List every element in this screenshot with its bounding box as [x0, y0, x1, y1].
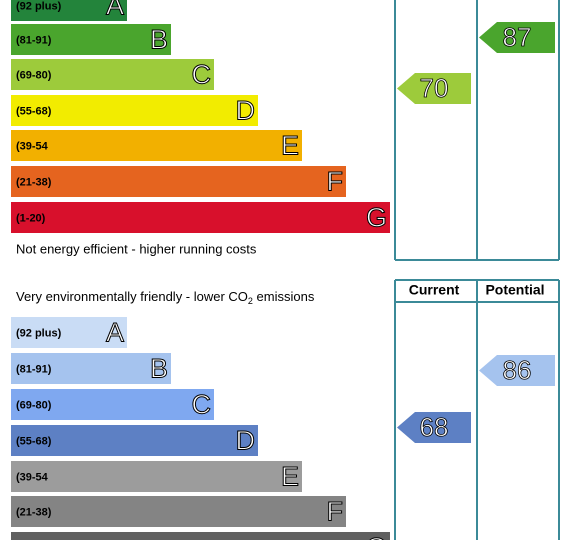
environment-frame — [394, 279, 560, 540]
band-letter: G — [366, 533, 387, 540]
current-score: 70 — [420, 73, 449, 103]
current-arrow — [397, 412, 471, 443]
rating-band — [11, 202, 390, 233]
rating-band — [11, 496, 346, 527]
band-letter: C — [192, 390, 212, 420]
band-range: (55-68) — [16, 105, 52, 117]
band-letter: E — [281, 462, 299, 492]
energy-frame — [394, 0, 560, 261]
rating-band — [11, 425, 258, 456]
band-letter: B — [150, 354, 168, 384]
band-letter: A — [106, 0, 124, 21]
band-range: (1-20) — [16, 212, 46, 224]
header-sub: 2 — [248, 296, 253, 306]
band-letter: A — [106, 318, 124, 348]
header-part: emissions — [253, 289, 315, 304]
band-range: (92 plus) — [16, 0, 62, 12]
rating-band — [11, 24, 171, 55]
band-range: (39-54 — [16, 140, 49, 152]
current-score: 68 — [420, 412, 449, 442]
rating-band — [11, 353, 171, 384]
band-letter: F — [327, 167, 344, 197]
band-letter: B — [150, 25, 168, 55]
rating-band — [11, 59, 214, 90]
rating-band — [11, 461, 302, 492]
band-range: (69-80) — [16, 399, 52, 411]
band-range: (92 plus) — [16, 327, 62, 339]
band-range: (55-68) — [16, 435, 52, 447]
potential-score: 86 — [503, 355, 532, 385]
potential-score: 87 — [503, 22, 532, 52]
band-range: (81-91) — [16, 34, 52, 46]
band-range: (39-54 — [16, 471, 49, 483]
band-range: (81-91) — [16, 363, 52, 375]
rating-band — [11, 532, 390, 540]
column-header: Potential — [485, 282, 544, 298]
header-part: Very environmentally friendly - lower CO — [16, 289, 248, 304]
rating-band — [11, 95, 258, 126]
rating-band — [11, 166, 346, 197]
band-letter: E — [281, 131, 299, 161]
band-letter: G — [366, 203, 387, 233]
band-letter: D — [236, 426, 256, 456]
band-letter: D — [236, 96, 256, 126]
band-letter: C — [192, 60, 212, 90]
potential-arrow — [479, 22, 555, 53]
band-range: (21-38) — [16, 176, 52, 188]
column-header: Current — [409, 282, 460, 298]
band-letter: F — [327, 497, 344, 527]
rating-band — [11, 0, 127, 21]
header-text: Very environmentally friendly - lower CO… — [16, 289, 315, 306]
potential-arrow — [479, 355, 555, 386]
rating-band — [11, 317, 127, 348]
rating-band — [11, 130, 302, 161]
band-range: (69-80) — [16, 69, 52, 81]
footer-text: Not energy efficient - higher running co… — [16, 241, 257, 256]
current-arrow — [397, 73, 471, 104]
band-range: (21-38) — [16, 506, 52, 518]
rating-band — [11, 389, 214, 420]
